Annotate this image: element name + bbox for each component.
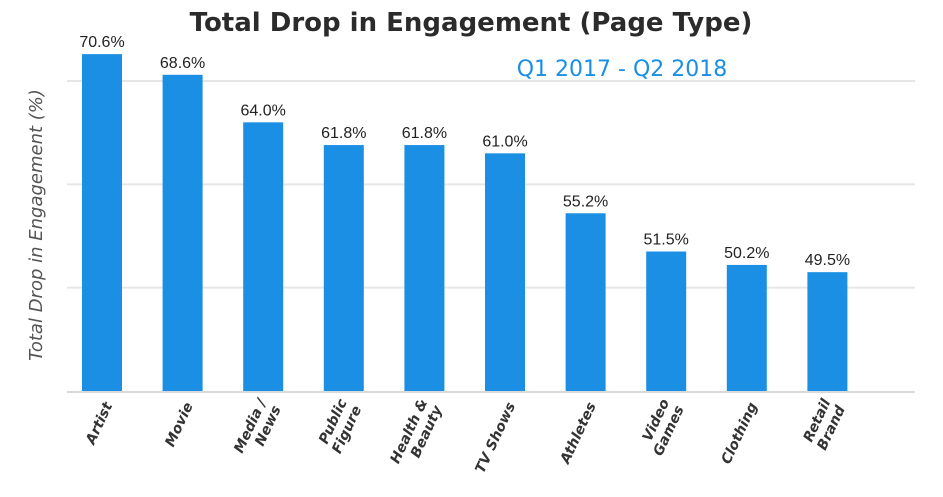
bar-5 (485, 153, 525, 391)
data-label-6: 55.2% (563, 193, 608, 210)
x-tick-label-8-line-0: Clothing (719, 400, 761, 467)
x-tick-label-1-line-0: Movie (162, 400, 196, 449)
bar-6 (565, 213, 606, 391)
x-tick-label-1: Movie (162, 400, 196, 449)
x-tick-label-6-line-0: Athletes (557, 400, 600, 467)
chart-title: Total Drop in Engagement (Page Type) (190, 8, 753, 38)
bars-group (82, 54, 848, 392)
bar-7 (646, 251, 687, 391)
bar-3 (323, 145, 364, 391)
bar-9 (807, 272, 848, 391)
data-label-2: 64.0% (241, 102, 286, 119)
chart-subtitle: Q1 2017 - Q2 2018 (517, 57, 728, 82)
y-axis-label: Total Drop in Engagement (%) (26, 89, 47, 361)
x-tick-label-4: Health &Beauty (388, 397, 447, 466)
bar-1 (162, 74, 203, 392)
data-label-5: 61.0% (482, 133, 527, 150)
data-labels-group: 70.6% 68.6% 64.0% 61.8% 61.8% 61.0% 55.2% 51.5%… (79, 34, 850, 269)
data-label-8: 50.2% (724, 245, 769, 262)
data-label-4: 61.8% (402, 125, 447, 142)
data-label-3: 61.8% (321, 125, 366, 142)
x-tick-label-5: TV Shows (472, 400, 519, 476)
x-tick-label-2: Media /News (231, 395, 284, 456)
data-label-9: 49.5% (805, 252, 850, 269)
bar-0 (82, 54, 122, 392)
bar-4 (404, 145, 445, 391)
x-tick-label-5-line-0: TV Shows (472, 400, 519, 476)
data-label-0: 70.6% (79, 34, 124, 51)
x-tick-label-8: Clothing (719, 400, 761, 467)
x-tick-label-0: Artist (83, 399, 117, 448)
x-tick-label-0-line-0: Artist (83, 399, 117, 448)
bar-8 (726, 264, 767, 391)
x-tick-label-6: Athletes (557, 400, 600, 467)
data-label-1: 68.6% (160, 55, 205, 72)
bar-2 (243, 122, 284, 391)
data-label-7: 51.5% (644, 232, 689, 249)
